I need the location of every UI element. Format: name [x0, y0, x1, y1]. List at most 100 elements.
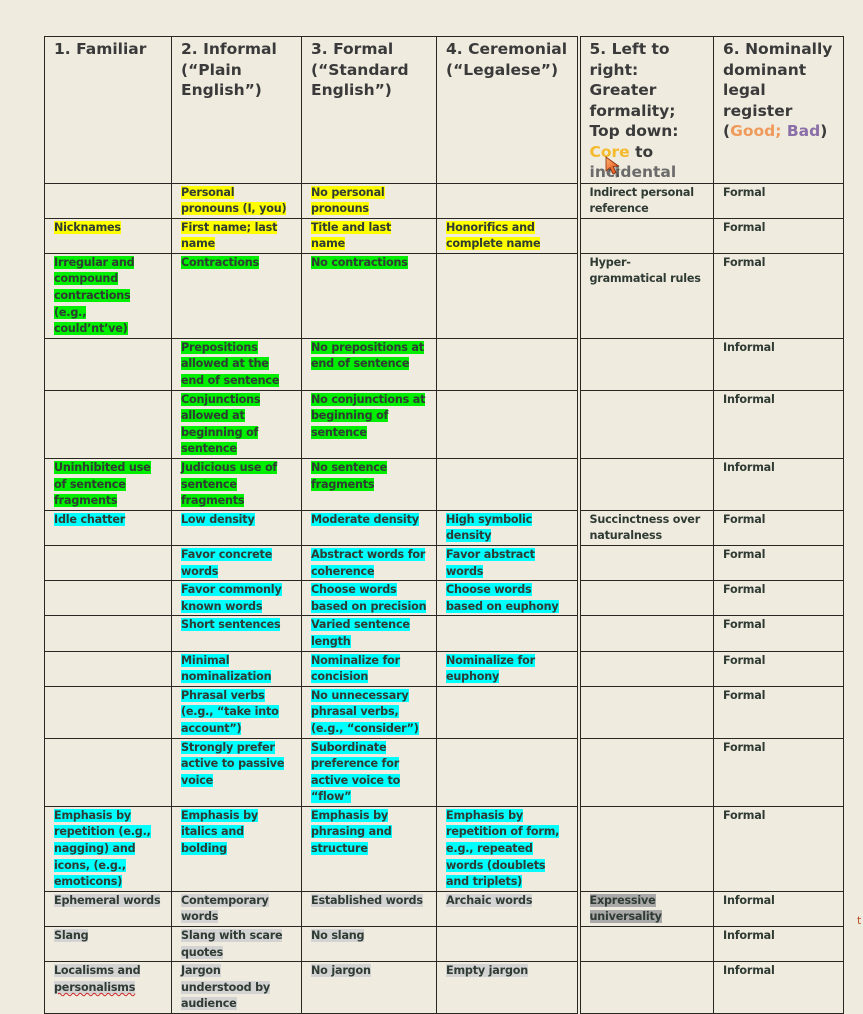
- table-row: Minimal nominalization Nominalize for co…: [44, 650, 844, 687]
- cell-familiar: Localisms and personalisms: [44, 961, 172, 1014]
- cell-axis: [576, 961, 714, 1014]
- table-row: Personal pronouns (I, you) No personal p…: [44, 182, 844, 219]
- cell-axis: [576, 650, 714, 687]
- cell-informal: Conjunctions allowed at beginning of sen…: [171, 389, 302, 460]
- cell-informal: Short sentences: [171, 615, 302, 652]
- good-label: Good;: [730, 122, 782, 140]
- table-row: Conjunctions allowed at beginning of sen…: [44, 389, 844, 460]
- cell-formal: Subordinate preference for active voice …: [301, 737, 437, 807]
- cell-axis: Succinctness over naturalness: [576, 509, 714, 546]
- cell-formal: Abstract words for coherence: [301, 544, 437, 582]
- cell-familiar: Nicknames: [44, 217, 172, 254]
- cell-register: Formal: [713, 182, 844, 219]
- cell-ceremonial: [436, 926, 579, 963]
- cell-register: Formal: [713, 252, 844, 339]
- cell-register: Formal: [713, 509, 844, 546]
- table-row: Phrasal verbs (e.g., “take into account”…: [44, 685, 844, 739]
- cell-informal: Strongly prefer active to passive voice: [171, 737, 302, 807]
- cell-informal: First name; last name: [171, 217, 302, 254]
- cell-ceremonial: [436, 337, 579, 391]
- cell-formal: No jargon: [301, 961, 437, 1014]
- cell-register: Formal: [713, 650, 844, 687]
- cell-familiar: [44, 182, 172, 219]
- header-formality-axis: 5. Left to right: Greater formality; Top…: [576, 36, 714, 184]
- corner-mark: t: [857, 914, 862, 927]
- cell-ceremonial: [436, 737, 579, 807]
- cell-ceremonial: [436, 252, 579, 339]
- cell-register: Informal: [713, 337, 844, 391]
- cell-informal: Jargon understood by audience: [171, 961, 302, 1014]
- cell-axis: Hyper-grammatical rules: [576, 252, 714, 339]
- cell-axis: [576, 685, 714, 739]
- spellcheck-underlined-word[interactable]: personalisms: [54, 980, 136, 994]
- cell-formal: No conjunctions at beginning of sentence: [301, 389, 437, 460]
- table-row: Favor concrete words Abstract words for …: [44, 544, 844, 582]
- table-row: Ephemeral words Contemporary words Estab…: [44, 890, 844, 928]
- cell-register: Informal: [713, 890, 844, 928]
- table-row: Localisms and personalisms Jargon unders…: [44, 961, 844, 1014]
- cell-familiar: [44, 544, 172, 582]
- cell-axis: [576, 805, 714, 892]
- cell-register: Formal: [713, 217, 844, 254]
- cell-informal: Personal pronouns (I, you): [171, 182, 302, 219]
- bad-label: Bad: [786, 122, 821, 140]
- cell-formal: No slang: [301, 926, 437, 963]
- cell-axis: [576, 389, 714, 460]
- cell-informal: Low density: [171, 509, 302, 546]
- table-row: Favor commonly known words Choose words …: [44, 580, 844, 617]
- header-informal: 2. Informal (“Plain English”): [171, 36, 302, 184]
- cell-axis: [576, 615, 714, 652]
- cell-familiar: [44, 615, 172, 652]
- cell-axis: Expressive universality: [576, 890, 714, 928]
- table-row: Idle chatter Low density Moderate densit…: [44, 509, 844, 546]
- cell-familiar: [44, 389, 172, 460]
- cell-informal: Favor commonly known words: [171, 580, 302, 617]
- cell-register: Formal: [713, 544, 844, 582]
- cell-informal: Minimal nominalization: [171, 650, 302, 687]
- incidental-label: incidental: [589, 163, 677, 181]
- cell-familiar: Uninhibited use of sentence fragments: [44, 458, 172, 511]
- table-row: Uninhibited use of sentence fragments Ju…: [44, 458, 844, 511]
- cell-register: Formal: [713, 737, 844, 807]
- cell-familiar: [44, 650, 172, 687]
- cell-formal: No prepositions at end of sentence: [301, 337, 437, 391]
- cell-axis: [576, 217, 714, 254]
- cell-formal: Title and last name: [301, 217, 437, 254]
- cell-informal: Favor concrete words: [171, 544, 302, 582]
- cell-axis: [576, 458, 714, 511]
- cell-ceremonial: Nominalize for euphony: [436, 650, 579, 687]
- table-row: Strongly prefer active to passive voice …: [44, 737, 844, 807]
- cell-ceremonial: Empty jargon: [436, 961, 579, 1014]
- cell-ceremonial: [436, 182, 579, 219]
- cell-informal: Slang with scare quotes: [171, 926, 302, 963]
- cell-register: Informal: [713, 961, 844, 1014]
- cell-informal: Contemporary words: [171, 890, 302, 928]
- cell-formal: Emphasis by phrasing and structure: [301, 805, 437, 892]
- table-row: Emphasis by repetition (e.g., nagging) a…: [44, 805, 844, 892]
- cell-informal: Phrasal verbs (e.g., “take into account”…: [171, 685, 302, 739]
- cell-ceremonial: Emphasis by repetition of form, e.g., re…: [436, 805, 579, 892]
- table-row: Prepositions allowed at the end of sente…: [44, 337, 844, 391]
- cell-ceremonial: [436, 685, 579, 739]
- cell-familiar: Emphasis by repetition (e.g., nagging) a…: [44, 805, 172, 892]
- table-row: Nicknames First name; last name Title an…: [44, 217, 844, 254]
- cell-formal: Varied sentence length: [301, 615, 437, 652]
- cell-register: Informal: [713, 926, 844, 963]
- core-label: Core: [589, 142, 630, 161]
- cell-formal: No unnecessary phrasal verbs, (e.g., “co…: [301, 685, 437, 739]
- cell-ceremonial: Honorifics and complete name: [436, 217, 579, 254]
- cell-formal: Nominalize for concision: [301, 650, 437, 687]
- header-dominant-register: 6. Nominally dominant legal register (Go…: [713, 36, 844, 184]
- cell-register: Informal: [713, 389, 844, 460]
- table-row: Slang Slang with scare quotes No slang I…: [44, 926, 844, 963]
- cell-register: Formal: [713, 615, 844, 652]
- register-comparison-table: 1. Familiar 2. Informal (“Plain English”…: [44, 36, 844, 1014]
- cell-formal: Choose words based on precision: [301, 580, 437, 617]
- header-ceremonial: 4. Ceremonial (“Legalese”): [436, 36, 579, 184]
- cell-register: Formal: [713, 580, 844, 617]
- cell-familiar: Idle chatter: [44, 509, 172, 546]
- header-familiar: 1. Familiar: [44, 36, 172, 184]
- cell-ceremonial: [436, 389, 579, 460]
- cell-axis: [576, 737, 714, 807]
- mouse-pointer-icon: [605, 156, 622, 178]
